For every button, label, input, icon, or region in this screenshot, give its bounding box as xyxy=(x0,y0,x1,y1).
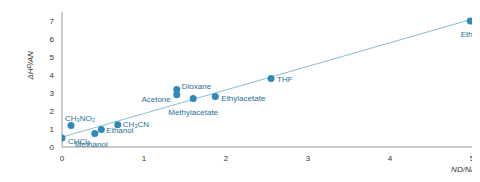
svg-text:5: 5 xyxy=(50,53,55,62)
svg-text:5: 5 xyxy=(470,154,472,163)
svg-text:2: 2 xyxy=(224,154,229,163)
svg-text:0: 0 xyxy=(60,154,65,163)
svg-text:4: 4 xyxy=(50,71,55,80)
svg-text:7: 7 xyxy=(50,17,55,26)
svg-text:Ether: Ether xyxy=(461,30,472,39)
svg-text:CH₃CN: CH₃CN xyxy=(123,120,150,129)
svg-text:Ethylacetate: Ethylacetate xyxy=(221,94,266,103)
svg-text:Acetone: Acetone xyxy=(141,95,171,104)
svg-text:3: 3 xyxy=(50,89,55,98)
svg-text:2: 2 xyxy=(50,107,55,116)
svg-text:6: 6 xyxy=(50,35,55,44)
svg-text:Dioxane: Dioxane xyxy=(182,82,212,91)
svg-text:4: 4 xyxy=(388,154,393,163)
svg-text:Methanol: Methanol xyxy=(75,140,108,147)
svg-text:1: 1 xyxy=(50,125,55,134)
svg-text:THF: THF xyxy=(277,75,293,84)
svg-text:Ethanol: Ethanol xyxy=(106,125,134,135)
svg-text:ΔHᴰ/AN: ΔHᴰ/AN xyxy=(26,51,35,81)
svg-text:ND/NA: ND/NA xyxy=(451,165,472,174)
svg-text:CH₃NO₂: CH₃NO₂ xyxy=(65,114,95,123)
svg-text:0: 0 xyxy=(50,143,55,152)
svg-text:Methylacetate: Methylacetate xyxy=(168,108,218,117)
svg-text:3: 3 xyxy=(306,154,311,163)
svg-text:1: 1 xyxy=(142,154,147,163)
